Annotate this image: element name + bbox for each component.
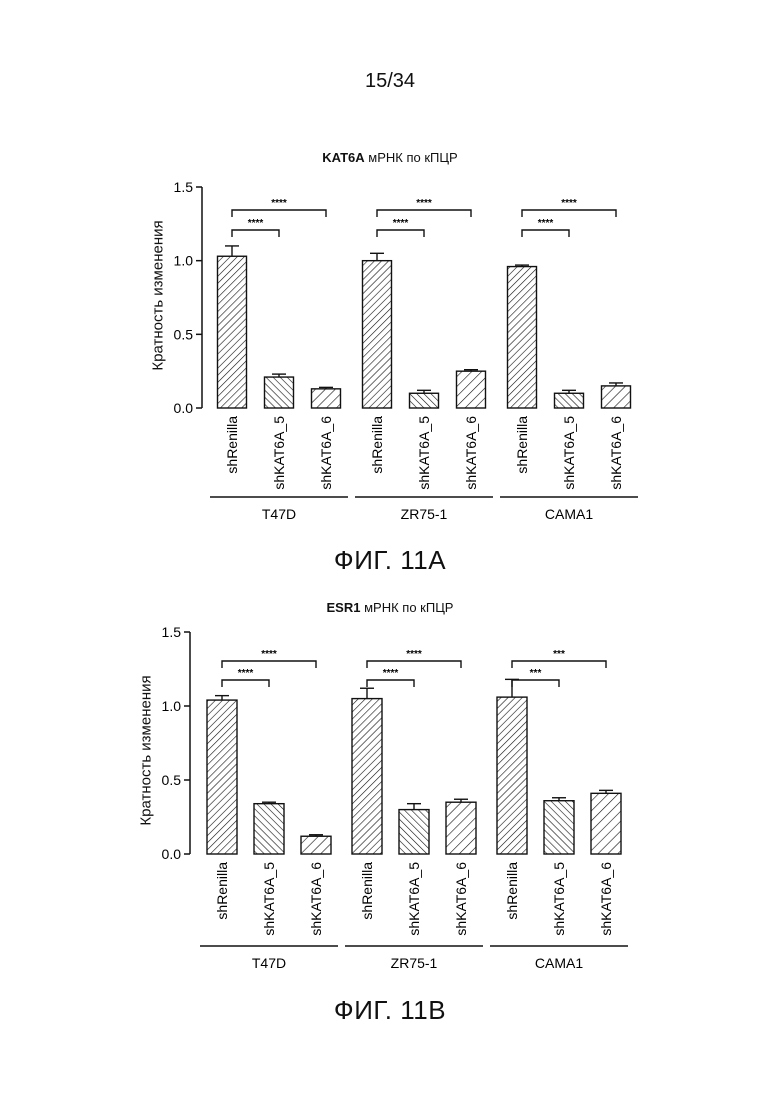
y-tick-label: 0.0	[162, 846, 182, 862]
significance-label: ****	[248, 218, 264, 229]
group-label: ZR75-1	[401, 506, 448, 522]
y-tick-label: 0.5	[174, 326, 194, 342]
bar	[602, 386, 631, 408]
y-tick-label: 1.5	[162, 624, 182, 640]
x-tick-label: shRenilla	[359, 862, 375, 920]
significance-label: ***	[530, 668, 542, 679]
bar	[312, 389, 341, 408]
significance-label: ****	[406, 649, 422, 660]
significance-label: ****	[238, 668, 254, 679]
y-tick-label: 1.0	[162, 698, 182, 714]
x-tick-label: shKAT6A_5	[406, 862, 422, 936]
bar	[207, 700, 237, 854]
bar	[363, 261, 392, 408]
x-tick-label: shRenilla	[514, 416, 530, 474]
bar	[399, 810, 429, 854]
significance-bracket	[377, 210, 471, 217]
x-tick-label: shKAT6A_5	[261, 862, 277, 936]
bar	[301, 836, 331, 854]
bar	[544, 801, 574, 854]
x-tick-label: shKAT6A_6	[463, 416, 479, 490]
bar	[555, 393, 584, 408]
chart-kat6a: KAT6A мРНК по кПЦР Кратность изменения 0…	[0, 140, 780, 540]
significance-label: ***	[553, 649, 565, 660]
x-tick-label: shKAT6A_5	[551, 862, 567, 936]
x-tick-label: shKAT6A_6	[308, 862, 324, 936]
significance-label: ****	[538, 218, 554, 229]
group-label: ZR75-1	[391, 955, 438, 971]
bar	[591, 793, 621, 854]
bar	[508, 267, 537, 408]
significance-bracket	[222, 680, 269, 687]
significance-label: ****	[261, 649, 277, 660]
group-label: CAMA1	[545, 506, 593, 522]
y-tick-label: 1.5	[174, 179, 194, 195]
x-tick-label: shKAT6A_6	[318, 416, 334, 490]
bar	[352, 699, 382, 854]
x-tick-label: shKAT6A_5	[561, 416, 577, 490]
x-tick-label: shKAT6A_5	[416, 416, 432, 490]
x-tick-label: shRenilla	[224, 416, 240, 474]
significance-bracket	[232, 230, 279, 237]
y-tick-label: 0.5	[162, 772, 182, 788]
significance-bracket	[377, 230, 424, 237]
significance-label: ****	[393, 218, 409, 229]
y-tick-label: 1.0	[174, 253, 194, 269]
y-tick-label: 0.0	[174, 400, 194, 416]
bar	[410, 393, 439, 408]
x-tick-label: shRenilla	[504, 862, 520, 920]
significance-label: ****	[271, 198, 287, 209]
group-label: T47D	[262, 506, 296, 522]
bar	[218, 256, 247, 408]
chart-plot-esr1: 0.0 0.5 1.0 1.5 shRenilla shKAT6A_5 shKAT6A_6 T…	[0, 590, 780, 990]
bar	[497, 697, 527, 854]
chart-plot-kat6a: 0.0 0.5 1.0 1.5 shRenilla shKAT6A_5 shKAT6A_6 T…	[0, 140, 780, 540]
x-tick-label: shKAT6A_6	[608, 416, 624, 490]
significance-label: ****	[383, 668, 399, 679]
significance-label: ****	[561, 198, 577, 209]
x-tick-label: shRenilla	[214, 862, 230, 920]
bar	[457, 371, 486, 408]
significance-label: ****	[416, 198, 432, 209]
chart-esr1: ESR1 мРНК по кПЦР Кратность изменения 0.…	[0, 590, 780, 990]
bar	[254, 804, 284, 854]
group-label: CAMA1	[535, 955, 583, 971]
x-tick-label: shKAT6A_6	[453, 862, 469, 936]
bar	[446, 802, 476, 854]
significance-bracket	[522, 210, 616, 217]
significance-bracket	[222, 661, 316, 668]
x-tick-label: shRenilla	[369, 416, 385, 474]
significance-bracket	[522, 230, 569, 237]
x-tick-label: shKAT6A_5	[271, 416, 287, 490]
group-label: T47D	[252, 955, 286, 971]
figure-caption: ФИГ. 11В	[0, 995, 780, 1026]
page-number: 15/34	[0, 70, 780, 93]
significance-bracket	[367, 680, 414, 687]
significance-bracket	[232, 210, 326, 217]
x-tick-label: shKAT6A_6	[598, 862, 614, 936]
significance-bracket	[512, 661, 606, 668]
bar	[265, 377, 294, 408]
figure-caption: ФИГ. 11А	[0, 545, 780, 576]
significance-bracket	[512, 680, 559, 687]
significance-bracket	[367, 661, 461, 668]
